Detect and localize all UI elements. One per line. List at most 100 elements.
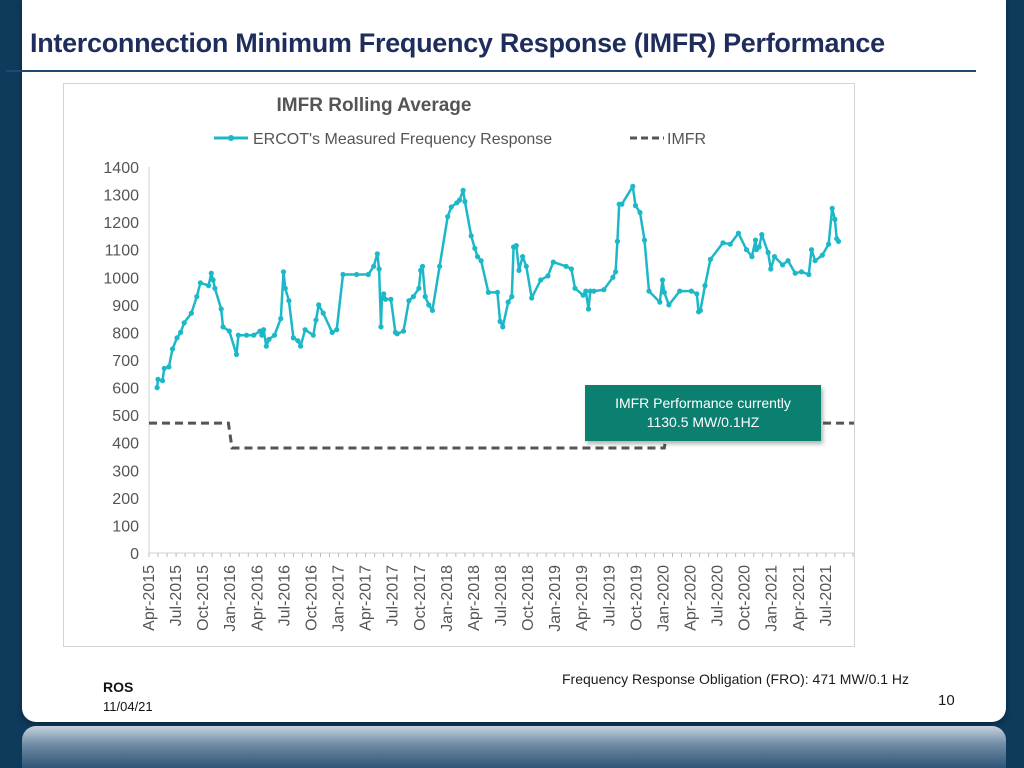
x-tick-label: Jul-2019 xyxy=(601,565,618,626)
data-point-measured xyxy=(707,256,714,262)
data-point-measured xyxy=(169,346,176,352)
data-point-measured xyxy=(194,294,200,300)
data-point-measured xyxy=(381,291,387,297)
y-tick-label: 0 xyxy=(130,546,139,563)
data-point-measured xyxy=(720,240,726,246)
data-point-measured xyxy=(637,209,643,216)
x-tick-label: Oct-2020 xyxy=(737,565,754,631)
data-point-measured xyxy=(601,287,607,293)
data-point-measured xyxy=(474,254,481,260)
footer-org-label: ROS xyxy=(103,679,134,695)
data-point-measured xyxy=(829,205,835,211)
data-point-measured xyxy=(154,385,160,391)
x-tick-label: Apr-2020 xyxy=(683,565,700,631)
data-point-measured xyxy=(659,277,666,283)
callout-line-1: IMFR Performance currently xyxy=(615,395,791,411)
page-number: 10 xyxy=(938,692,955,709)
data-point-measured xyxy=(759,232,765,238)
y-tick-label: 600 xyxy=(112,381,139,398)
data-point-measured xyxy=(188,310,194,316)
data-point-measured xyxy=(316,302,322,308)
x-axis: Apr-2015 Jul-2015 Oct-2015 Jan-2016 Apr-2016… xyxy=(141,552,854,632)
data-point-measured xyxy=(422,294,428,300)
data-point-measured xyxy=(448,204,454,210)
data-point-measured xyxy=(614,238,621,244)
x-tick-label: Jan-2021 xyxy=(764,565,781,632)
footer-date: 11/04/21 xyxy=(103,699,153,714)
data-point-measured xyxy=(826,241,832,247)
data-point-measured xyxy=(329,329,335,335)
data-point-measured xyxy=(568,266,574,272)
y-tick-label: 900 xyxy=(112,298,139,315)
data-point-measured xyxy=(497,318,503,324)
chart-frame: IMFR Rolling Average ERCOT's Measured Fr… xyxy=(63,83,855,647)
data-point-measured xyxy=(278,316,284,322)
y-axis: 0 100 200 300 400 500 600 700 800 900 1000 1100 1200… xyxy=(103,160,150,563)
x-tick-label: Apr-2016 xyxy=(249,565,266,631)
data-point-measured xyxy=(619,201,625,207)
data-point-measured xyxy=(727,241,733,247)
data-point-measured xyxy=(286,298,292,304)
data-point-measured xyxy=(688,288,695,294)
data-point-measured xyxy=(832,216,838,222)
data-point-measured xyxy=(340,271,346,278)
x-tick-label: Jul-2017 xyxy=(385,565,402,626)
title-divider xyxy=(6,70,976,72)
y-tick-label: 100 xyxy=(112,518,139,535)
data-point-measured xyxy=(155,376,161,382)
data-point-measured xyxy=(400,328,407,334)
data-point-measured xyxy=(251,332,257,338)
data-point-measured xyxy=(282,285,288,291)
footer-band xyxy=(22,726,1006,768)
series-layer xyxy=(149,183,854,450)
data-point-measured xyxy=(735,230,742,236)
data-point-measured xyxy=(266,336,272,342)
data-point-measured xyxy=(697,307,704,313)
data-point-measured xyxy=(298,343,304,349)
y-tick-label: 300 xyxy=(112,463,139,480)
data-point-measured xyxy=(388,296,394,302)
y-tick-label: 1100 xyxy=(105,243,140,260)
data-point-measured xyxy=(280,269,287,275)
data-point-measured xyxy=(630,183,636,189)
data-point-measured xyxy=(259,332,265,338)
data-point-measured xyxy=(365,271,371,278)
data-point-measured xyxy=(509,294,515,300)
data-point-measured xyxy=(610,274,616,280)
data-point-measured xyxy=(768,266,774,272)
data-point-measured xyxy=(743,247,750,253)
data-point-measured xyxy=(418,267,424,273)
y-tick-label: 500 xyxy=(112,408,139,425)
fro-note: Frequency Response Obligation (FRO): 471… xyxy=(562,671,910,687)
x-tick-label: Oct-2016 xyxy=(303,565,320,631)
x-tick-label: Apr-2019 xyxy=(574,565,591,631)
data-point-measured xyxy=(226,328,232,334)
x-tick-label: Oct-2019 xyxy=(628,565,645,631)
data-point-measured xyxy=(429,307,435,313)
data-point-measured xyxy=(808,247,815,253)
data-point-measured xyxy=(505,299,511,305)
x-tick-label: Jan-2016 xyxy=(222,565,239,632)
x-tick-label: Oct-2015 xyxy=(195,565,212,631)
data-point-measured xyxy=(445,214,451,220)
y-tick-label: 1200 xyxy=(103,215,139,232)
data-point-measured xyxy=(785,258,791,264)
data-point-measured xyxy=(523,263,529,269)
data-point-measured xyxy=(406,298,412,304)
data-point-measured xyxy=(310,332,316,338)
data-point-measured xyxy=(218,306,224,312)
data-point-measured xyxy=(478,258,484,264)
x-tick-label: Apr-2018 xyxy=(466,565,483,631)
data-point-measured xyxy=(677,288,683,294)
slide-title: Interconnection Minimum Frequency Respon… xyxy=(30,28,885,58)
data-point-measured xyxy=(752,237,759,243)
data-point-measured xyxy=(378,324,384,330)
data-point-measured xyxy=(513,243,519,249)
data-point-measured xyxy=(580,292,586,298)
data-point-measured xyxy=(666,302,672,308)
data-point-measured xyxy=(354,271,360,278)
data-point-measured xyxy=(545,273,551,279)
data-point-measured xyxy=(500,324,506,330)
y-tick-label: 200 xyxy=(112,491,139,508)
data-point-measured xyxy=(271,332,278,338)
